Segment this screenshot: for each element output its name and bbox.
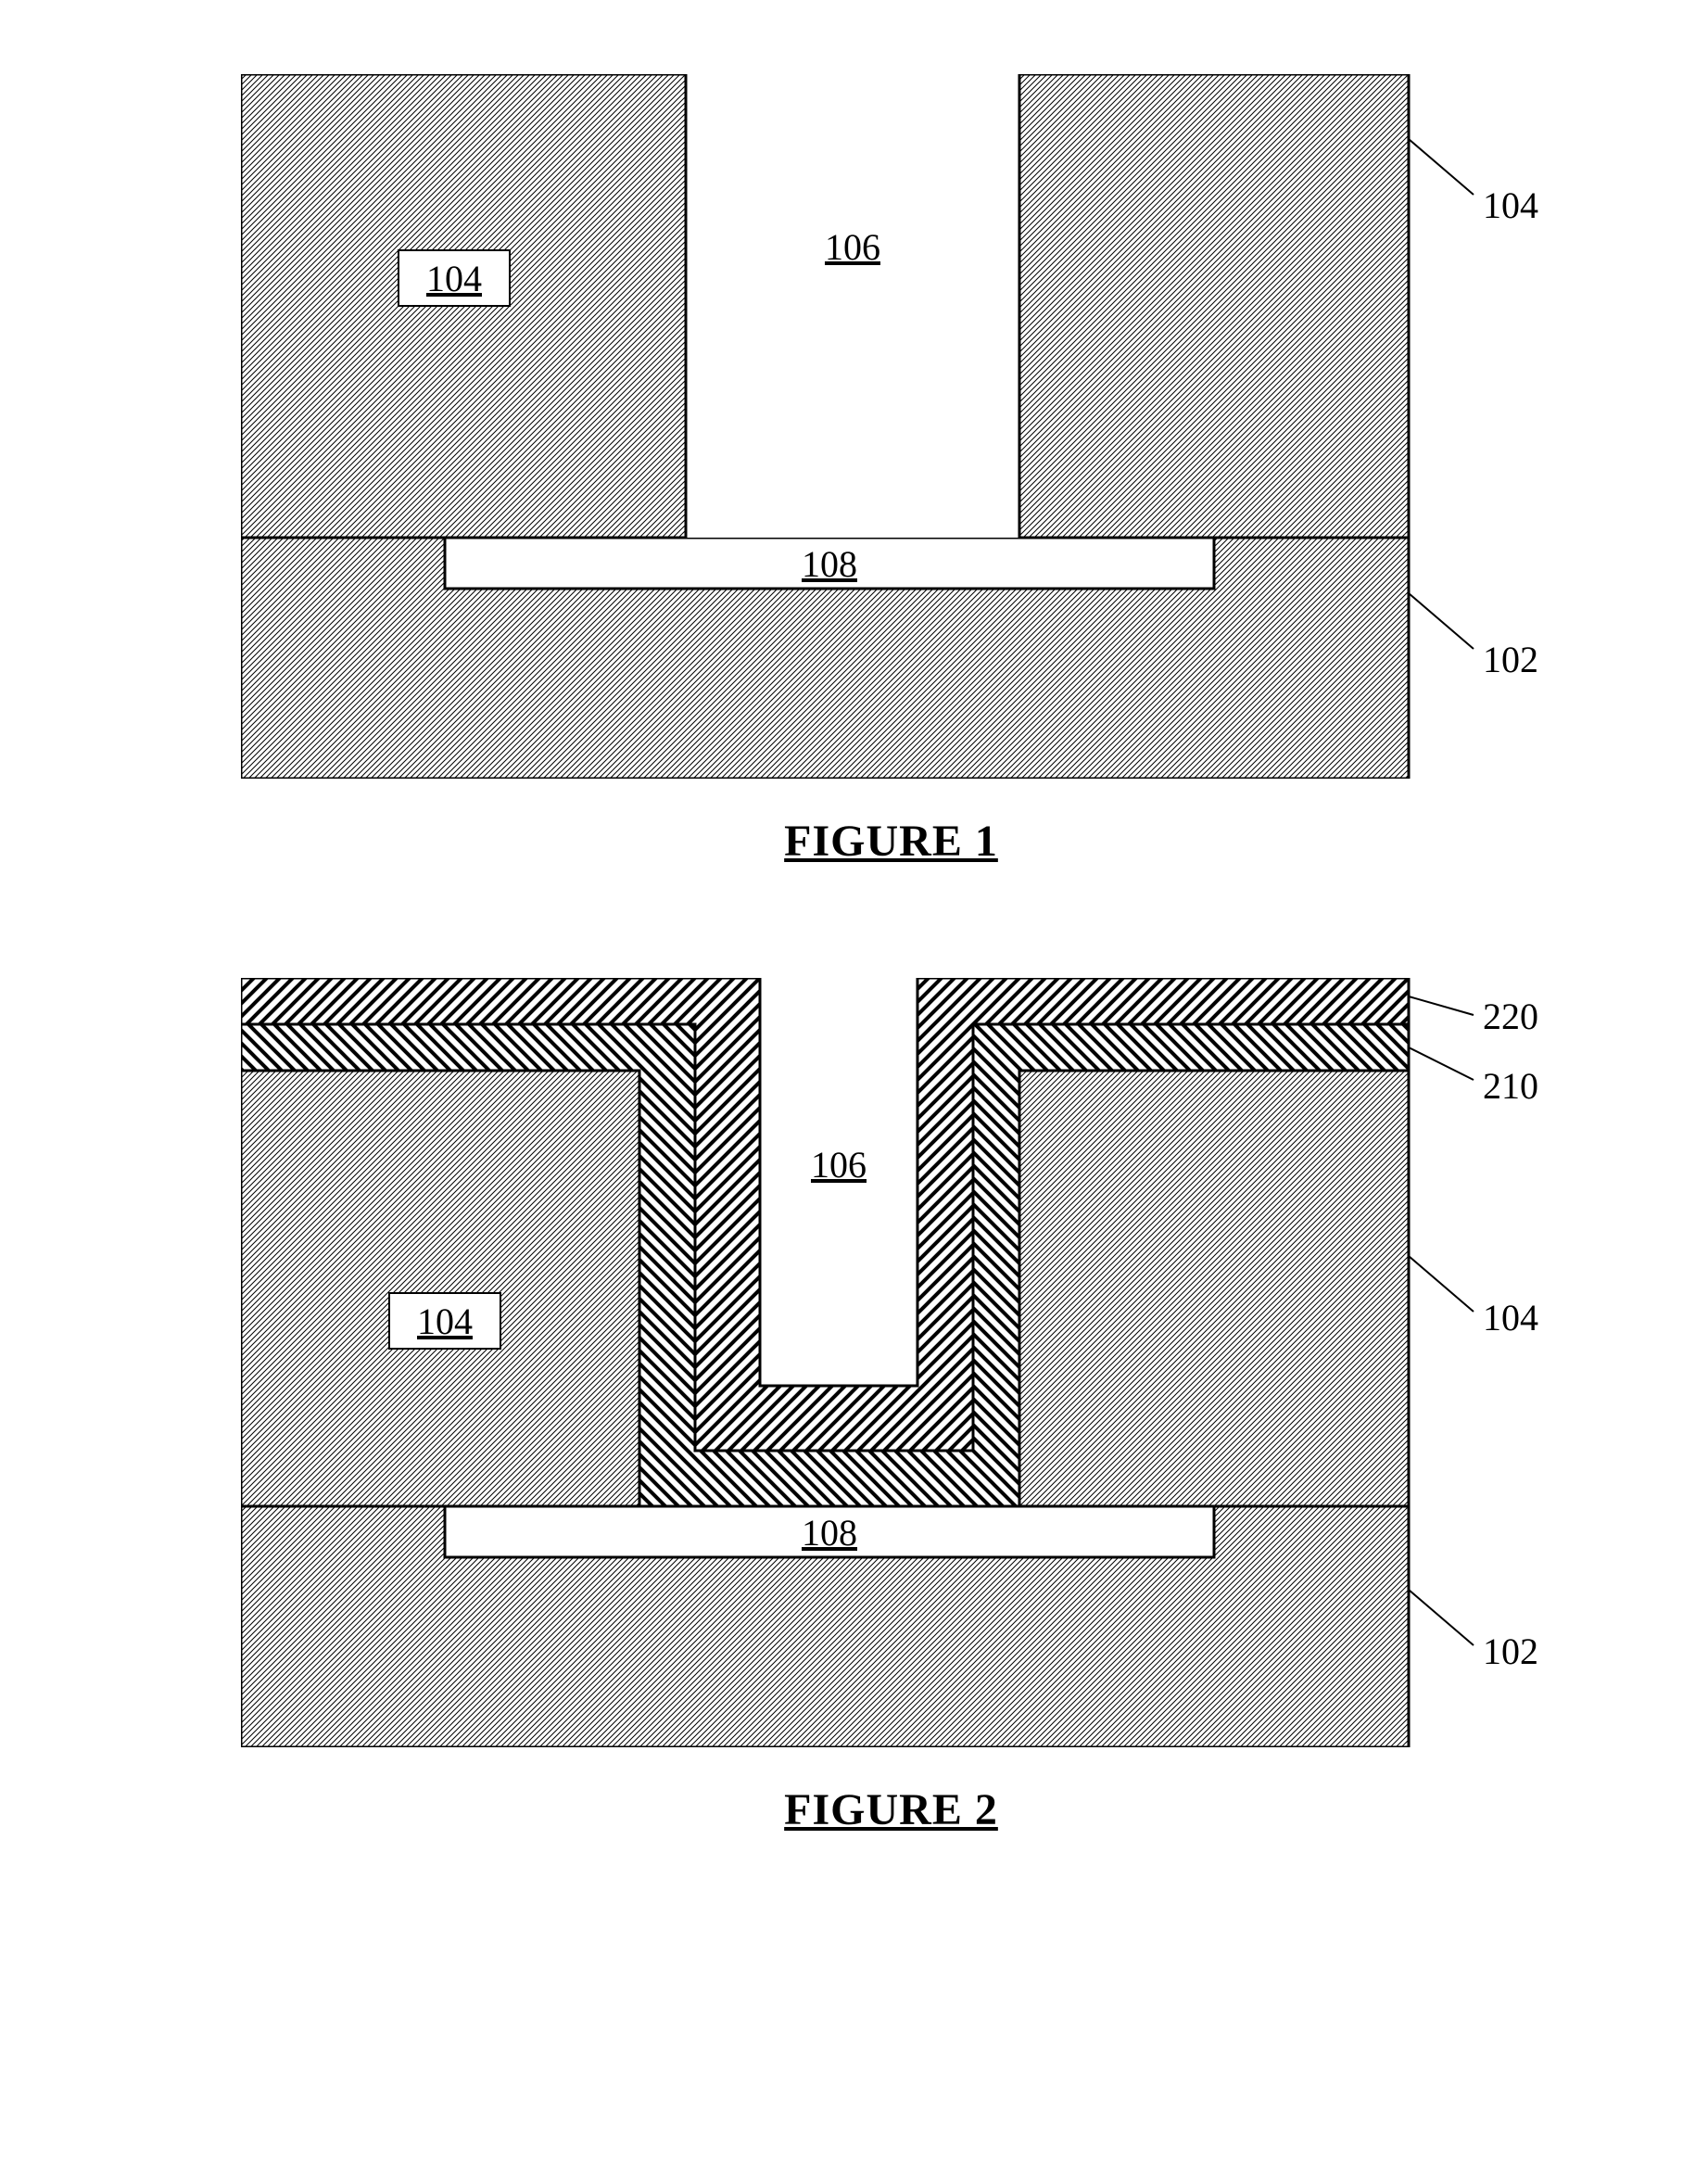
- figure-1-caption: FIGURE 1: [241, 816, 1541, 867]
- leader-label-220: 220: [1483, 996, 1538, 1037]
- label-108: 108: [802, 543, 857, 585]
- patent-figure-page: 104 106 108 104 102 FIGURE 1: [0, 0, 1708, 2182]
- leader-102: [1409, 593, 1474, 649]
- figure-2-caption: FIGURE 2: [241, 1784, 1541, 1835]
- leader-label-102: 102: [1483, 1630, 1538, 1672]
- leader-label-210: 210: [1483, 1065, 1538, 1107]
- region-dielectric-left-104: [241, 1071, 639, 1506]
- leader-104: [1409, 139, 1474, 195]
- region-dielectric-right-104: [1019, 74, 1409, 538]
- label-106: 106: [825, 226, 880, 268]
- label-108: 108: [802, 1512, 857, 1554]
- leader-220: [1409, 996, 1474, 1015]
- figure-1: 104 106 108 104 102 FIGURE 1: [241, 74, 1541, 867]
- leader-label-104: 104: [1483, 1297, 1538, 1338]
- label-104: 104: [417, 1300, 473, 1342]
- figure-2: 104 106 108 220 210 104 102 FIGURE 2: [241, 978, 1541, 1835]
- leader-102: [1409, 1590, 1474, 1645]
- leader-label-102: 102: [1483, 639, 1538, 680]
- figure-2-svg: 104 106 108 220 210 104 102: [241, 978, 1538, 1747]
- region-dielectric-right-104: [1019, 1071, 1409, 1506]
- leader-label-104: 104: [1483, 184, 1538, 226]
- leader-104: [1409, 1256, 1474, 1312]
- figure-1-svg: 104 106 108 104 102: [241, 74, 1538, 779]
- label-106: 106: [811, 1144, 867, 1186]
- leader-210: [1409, 1047, 1474, 1080]
- region-trench-106: [686, 74, 1019, 538]
- label-104: 104: [426, 258, 482, 299]
